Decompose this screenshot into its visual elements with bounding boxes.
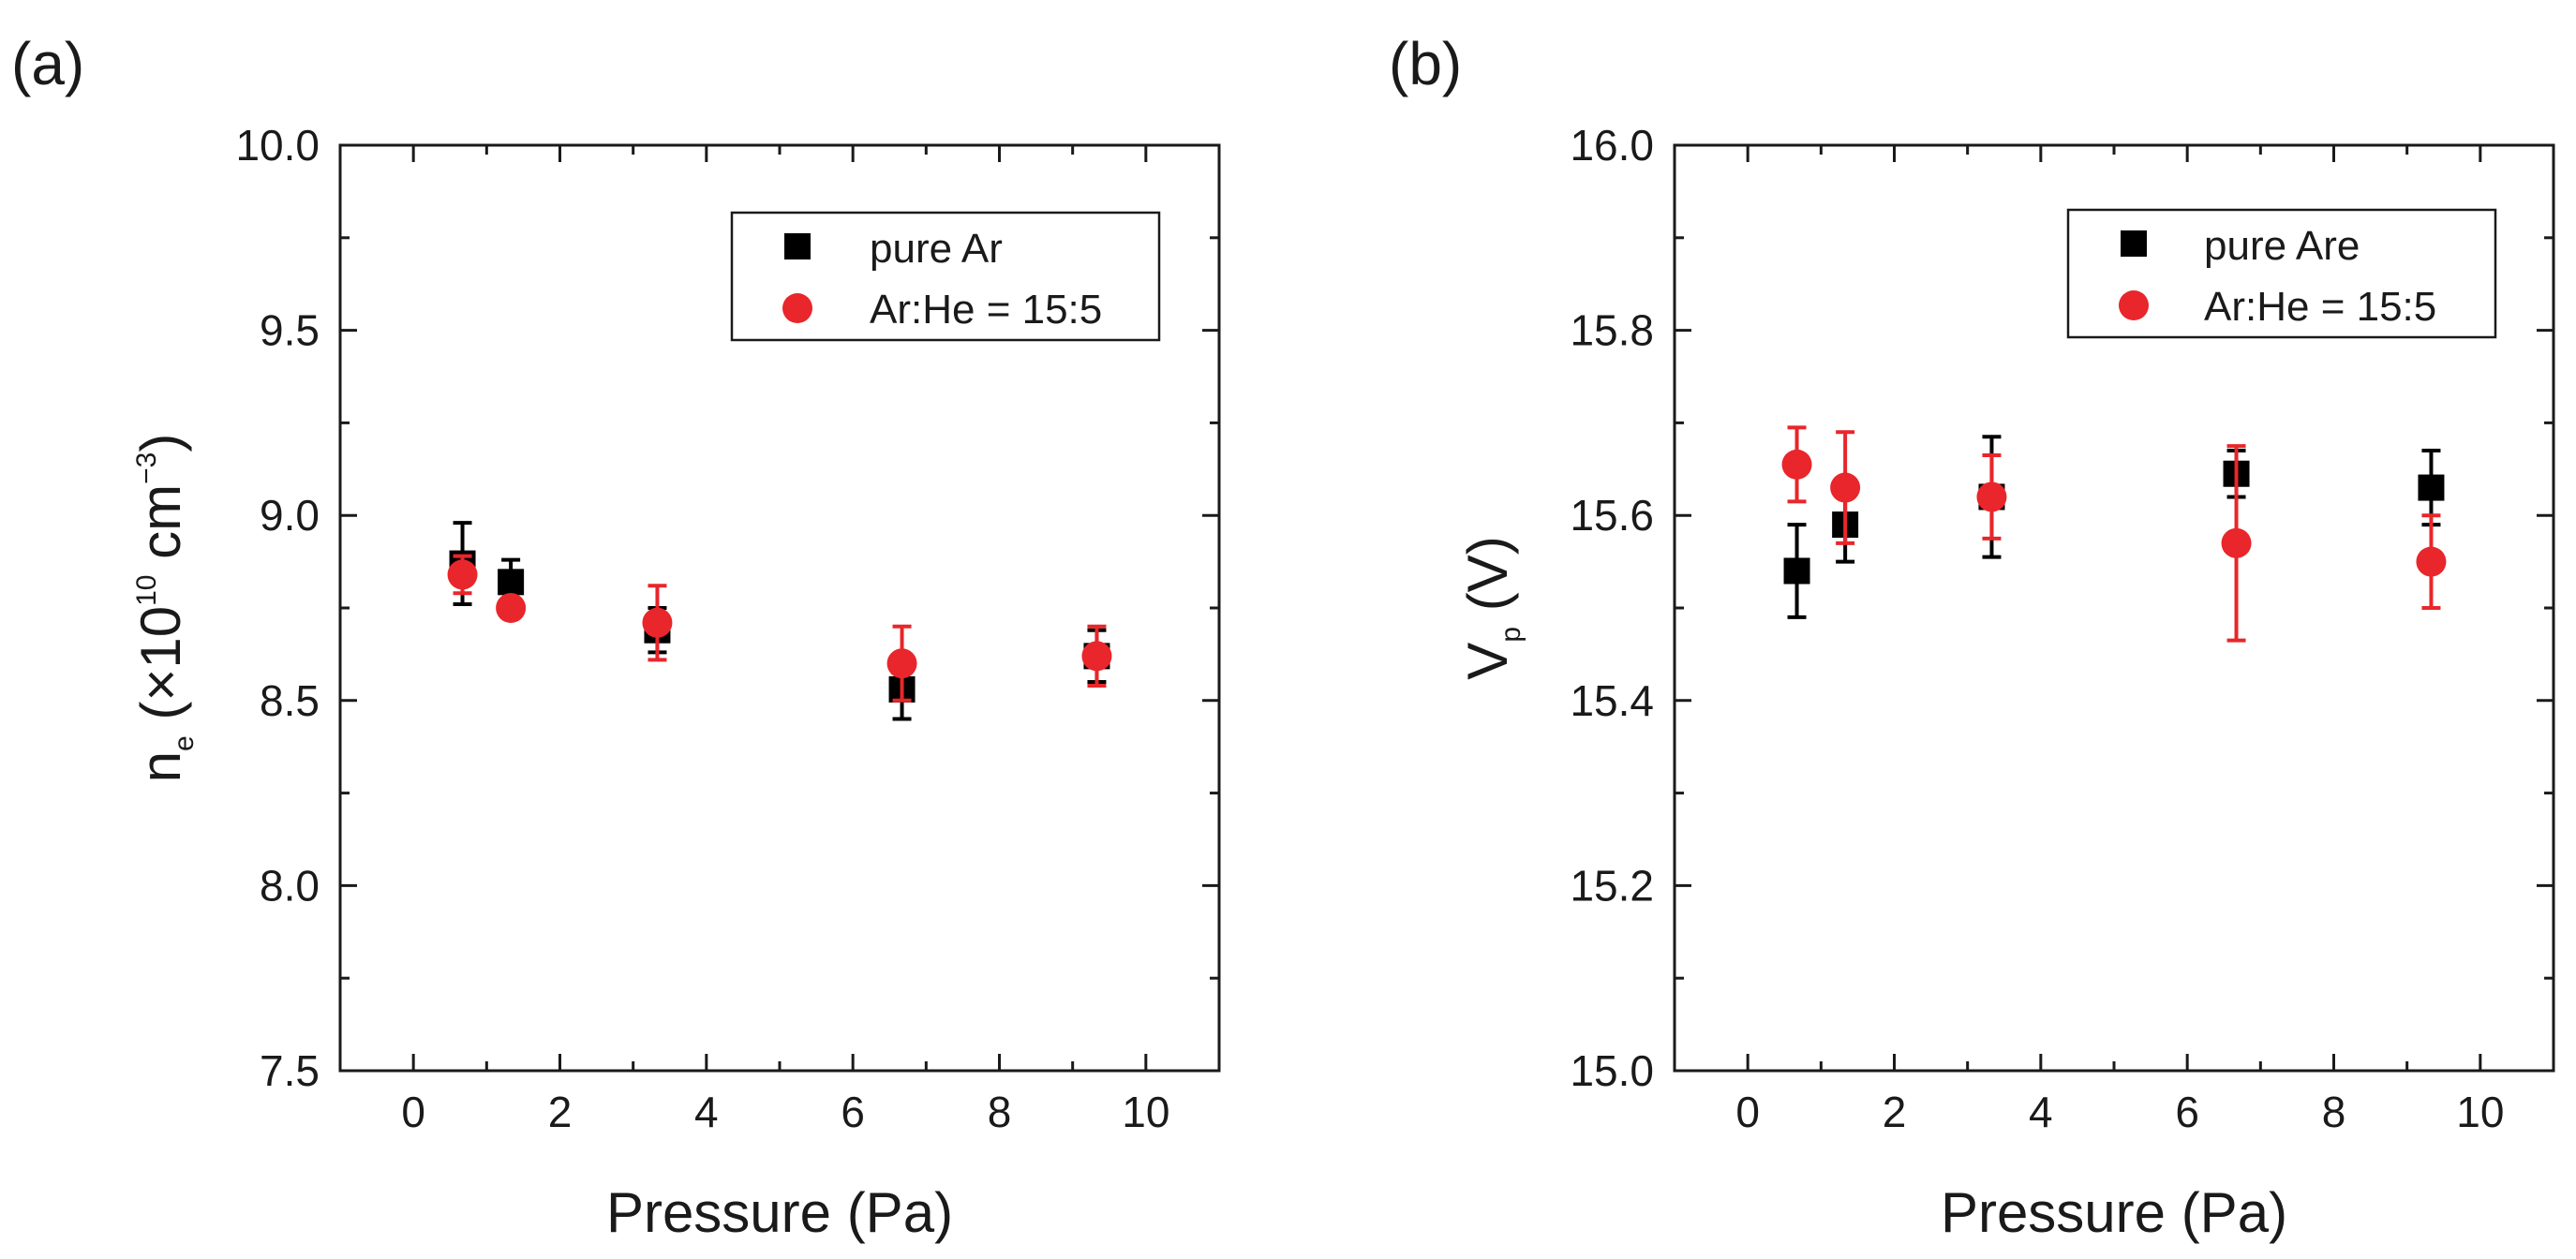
- ytick-label: 10.0: [235, 121, 320, 170]
- ytick-label: 9.5: [260, 306, 320, 355]
- legend-marker-square: [784, 233, 811, 259]
- data-point-circle: [496, 593, 527, 623]
- y-axis-title-a: ne (×1010 cm−3): [129, 434, 200, 783]
- data-point-circle: [2416, 546, 2447, 577]
- x-axis-title-b: Pressure (Pa): [1941, 1181, 2287, 1244]
- y-axis-unit-sup2: −3: [131, 452, 162, 484]
- x-axis-title-a: Pressure (Pa): [606, 1181, 953, 1244]
- xtick-label: 0: [401, 1088, 425, 1136]
- ytick-label: 15.6: [1570, 491, 1654, 540]
- y-axis-unit-sup: 10: [131, 574, 162, 605]
- series-circle: [447, 554, 1112, 703]
- data-point-circle: [2221, 527, 2252, 558]
- legend-label: pure Are: [2204, 223, 2360, 269]
- panel-b: (b) 0 2 4 6 8 10 15.0 15.2 15.4 15.6 15.…: [1389, 30, 2555, 1244]
- ytick-label: 15.2: [1570, 861, 1654, 910]
- y-axis-unit: (V): [1456, 536, 1519, 627]
- data-point-square: [2418, 474, 2445, 501]
- y-axis-sub: e: [169, 735, 200, 751]
- ticks-b: [1673, 143, 2555, 1073]
- data-point-circle: [1781, 449, 1812, 480]
- ticks-a: [338, 143, 1221, 1073]
- xtick-label: 4: [694, 1088, 719, 1136]
- xtick-label: 2: [1883, 1088, 1907, 1136]
- ytick-label: 8.5: [260, 676, 320, 725]
- legend-marker-circle: [2119, 290, 2149, 320]
- ytick-label: 9.0: [260, 491, 320, 540]
- legend-label: Ar:He = 15:5: [2204, 284, 2436, 330]
- xtick-label: 2: [548, 1088, 573, 1136]
- data-point-square: [1783, 557, 1810, 585]
- y-axis-unit-mid: cm: [129, 484, 192, 575]
- xtick-label: 8: [988, 1088, 1012, 1136]
- xtick-label: 10: [1122, 1088, 1169, 1136]
- data-point-circle: [642, 607, 673, 638]
- data-point-circle: [1830, 472, 1861, 503]
- y-axis-title-b: Vp (V): [1456, 536, 1526, 679]
- xtick-label: 8: [2322, 1088, 2346, 1136]
- y-axis-main: V: [1456, 643, 1519, 680]
- xtick-labels-b: 0 2 4 6 8 10: [1735, 1088, 2504, 1136]
- series-group-b: [1781, 425, 2447, 643]
- legend-label: Ar:He = 15:5: [870, 287, 1102, 333]
- data-point-circle: [886, 648, 917, 679]
- data-point-circle: [1976, 481, 2007, 512]
- ytick-label: 8.0: [260, 861, 320, 910]
- ytick-label: 16.0: [1570, 121, 1654, 170]
- y-axis-unit-open: (×10: [129, 606, 192, 735]
- legend-label: pure Ar: [870, 226, 1003, 272]
- ytick-label: 15.8: [1570, 306, 1654, 355]
- y-axis-sub: p: [1496, 627, 1526, 643]
- ytick-label: 7.5: [260, 1046, 320, 1095]
- y-axis-main: n: [129, 751, 192, 782]
- ytick-label: 15.4: [1570, 676, 1654, 725]
- data-point-circle: [1081, 641, 1112, 672]
- panel-label-b: (b): [1389, 30, 1462, 97]
- panel-a: (a) 0 2 4 6 8 10 7.5 8.0 8.5 9.0 9.5 10.…: [11, 30, 1221, 1244]
- series-square: [449, 521, 1110, 721]
- xtick-label: 10: [2456, 1088, 2504, 1136]
- legend-b: pure Are Ar:He = 15:5: [2066, 208, 2497, 339]
- xtick-label: 4: [2029, 1088, 2053, 1136]
- y-axis-unit-close: ): [129, 434, 192, 452]
- ytick-labels-b: 15.0 15.2 15.4 15.6 15.8 16.0: [1570, 121, 1654, 1095]
- xtick-label: 6: [841, 1088, 865, 1136]
- series-group-a: [447, 521, 1112, 721]
- data-point-square: [498, 569, 525, 596]
- series-circle: [1781, 425, 2447, 643]
- panel-label-a: (a): [11, 30, 84, 97]
- xtick-label: 0: [1735, 1088, 1760, 1136]
- legend-marker-square: [2121, 230, 2147, 257]
- xtick-labels-a: 0 2 4 6 8 10: [401, 1088, 1169, 1136]
- ytick-label: 15.0: [1570, 1046, 1654, 1095]
- legend-marker-circle: [782, 293, 812, 323]
- ytick-labels-a: 7.5 8.0 8.5 9.0 9.5 10.0: [235, 121, 320, 1095]
- xtick-label: 6: [2175, 1088, 2199, 1136]
- series-square: [1783, 435, 2445, 619]
- data-point-circle: [447, 559, 478, 590]
- legend-a: pure Ar Ar:He = 15:5: [730, 211, 1161, 342]
